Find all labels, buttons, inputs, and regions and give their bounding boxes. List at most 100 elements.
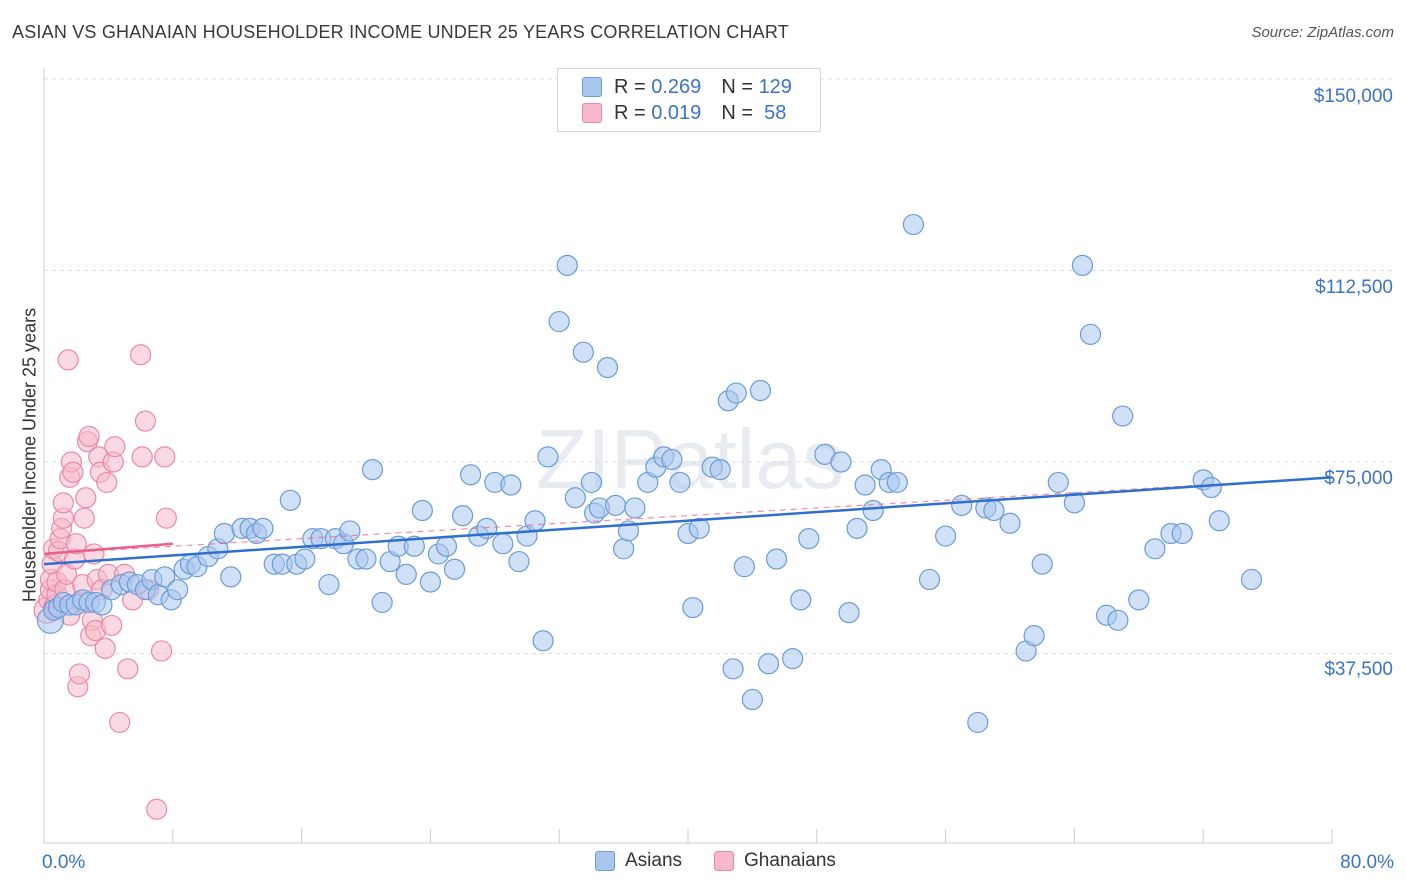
asians-swatch bbox=[582, 77, 602, 97]
asian-point bbox=[838, 602, 860, 624]
asian-point bbox=[580, 471, 603, 494]
asian-point bbox=[951, 494, 973, 517]
ghanaian-point bbox=[94, 637, 116, 659]
asian-point bbox=[419, 571, 441, 593]
asian-point bbox=[902, 213, 925, 236]
series-legend: Asians Ghanaians bbox=[595, 850, 868, 872]
asian-point bbox=[361, 459, 384, 481]
asian-point bbox=[733, 556, 755, 578]
asian-point bbox=[500, 474, 522, 496]
gridlines bbox=[44, 78, 1392, 654]
legend-r-label: R = bbox=[614, 75, 652, 98]
ghanaians-points bbox=[33, 344, 177, 820]
asian-point bbox=[91, 594, 113, 616]
asian-point bbox=[757, 653, 780, 675]
asian-point bbox=[537, 446, 559, 468]
ghanaians-swatch bbox=[714, 851, 735, 871]
asian-point bbox=[661, 448, 683, 471]
asian-point bbox=[749, 379, 772, 402]
ghanaian-point bbox=[73, 507, 95, 529]
asian-point bbox=[669, 471, 691, 494]
ghanaian-point bbox=[75, 487, 97, 509]
asian-point bbox=[1171, 522, 1193, 545]
legend-label-ghanaians: Ghanaians bbox=[744, 850, 836, 871]
ghanaian-point bbox=[62, 461, 84, 483]
asian-point bbox=[167, 579, 189, 601]
asian-point bbox=[798, 527, 820, 550]
ghanaian-point bbox=[96, 471, 118, 494]
axes bbox=[43, 68, 1333, 844]
asian-point bbox=[572, 341, 594, 363]
ghanaian-point bbox=[104, 436, 126, 458]
asian-point bbox=[1128, 589, 1150, 611]
asian-point bbox=[213, 522, 235, 545]
y-tick-label: $37,500 bbox=[1324, 659, 1393, 680]
trend-lines bbox=[43, 476, 1333, 566]
asian-point bbox=[154, 566, 176, 588]
asians-trend-line bbox=[43, 476, 1333, 566]
asian-point bbox=[443, 558, 466, 580]
asian-point bbox=[411, 499, 433, 522]
asian-point bbox=[1071, 254, 1094, 276]
legend-row-ghanaians: R = 0.019 N = 58 bbox=[582, 100, 786, 126]
ghanaian-point bbox=[150, 640, 173, 662]
asian-point bbox=[1063, 492, 1086, 514]
asian-point bbox=[294, 548, 316, 570]
asian-point bbox=[252, 517, 274, 539]
asian-point bbox=[886, 471, 908, 494]
ghanaian-point bbox=[131, 446, 153, 468]
asian-point bbox=[1200, 476, 1222, 499]
asian-point bbox=[790, 589, 812, 611]
asians-points bbox=[36, 213, 1263, 734]
ghanaian-point bbox=[57, 349, 79, 371]
chart-title: ASIAN VS GHANAIAN HOUSEHOLDER INCOME UND… bbox=[12, 22, 789, 42]
ghanaian-point bbox=[155, 507, 177, 529]
asian-point bbox=[725, 382, 747, 404]
asian-point bbox=[403, 535, 425, 557]
legend-r-value: 0.269 bbox=[651, 75, 702, 98]
asian-point bbox=[1107, 609, 1129, 631]
legend-r-label: R = bbox=[614, 101, 652, 124]
asian-point bbox=[1023, 625, 1045, 647]
x-min-label: 0.0% bbox=[42, 852, 86, 873]
ghanaian-point bbox=[109, 711, 131, 734]
asian-point bbox=[395, 563, 417, 585]
legend-n-value: 129 bbox=[758, 75, 792, 98]
legend-label-asians: Asians bbox=[625, 850, 683, 871]
asian-point bbox=[983, 499, 1005, 522]
asian-point bbox=[682, 596, 704, 619]
asian-point bbox=[722, 658, 744, 680]
correlation-legend: R = 0.269 N = 129 R = 0.019 N = 58 bbox=[557, 68, 821, 132]
legend-row-asians: R = 0.269 N = 129 bbox=[582, 74, 792, 100]
ghanaian-point bbox=[146, 798, 168, 820]
asian-point bbox=[1079, 323, 1102, 345]
asian-point bbox=[934, 525, 957, 547]
asian-point bbox=[1208, 510, 1230, 532]
asian-point bbox=[596, 356, 619, 379]
asian-point bbox=[435, 535, 458, 557]
asian-point bbox=[279, 489, 301, 511]
asian-point bbox=[556, 254, 578, 276]
ghanaians-trend-line bbox=[43, 542, 173, 556]
asian-point bbox=[532, 630, 554, 652]
ghanaian-point bbox=[134, 410, 157, 432]
asian-point bbox=[782, 648, 804, 670]
asian-point bbox=[524, 510, 546, 532]
legend-n-label: N = bbox=[721, 101, 759, 124]
legend-item-ghanaians[interactable]: Ghanaians bbox=[714, 850, 836, 872]
asian-point bbox=[918, 568, 941, 591]
y-tick-label: $150,000 bbox=[1313, 86, 1393, 107]
legend-item-asians[interactable]: Asians bbox=[595, 850, 682, 872]
x-max-label: 80.0% bbox=[1340, 852, 1394, 873]
asian-point bbox=[612, 538, 635, 560]
legend-n-label: N = bbox=[721, 75, 759, 98]
asian-point bbox=[624, 497, 646, 519]
asian-point bbox=[460, 464, 482, 486]
ghanaian-point bbox=[68, 663, 91, 685]
asian-point bbox=[339, 520, 361, 542]
ghanaian-point bbox=[78, 425, 100, 448]
asian-point bbox=[741, 688, 764, 711]
asian-point bbox=[1112, 405, 1134, 427]
asian-point bbox=[492, 533, 514, 555]
asians-swatch bbox=[595, 851, 615, 871]
